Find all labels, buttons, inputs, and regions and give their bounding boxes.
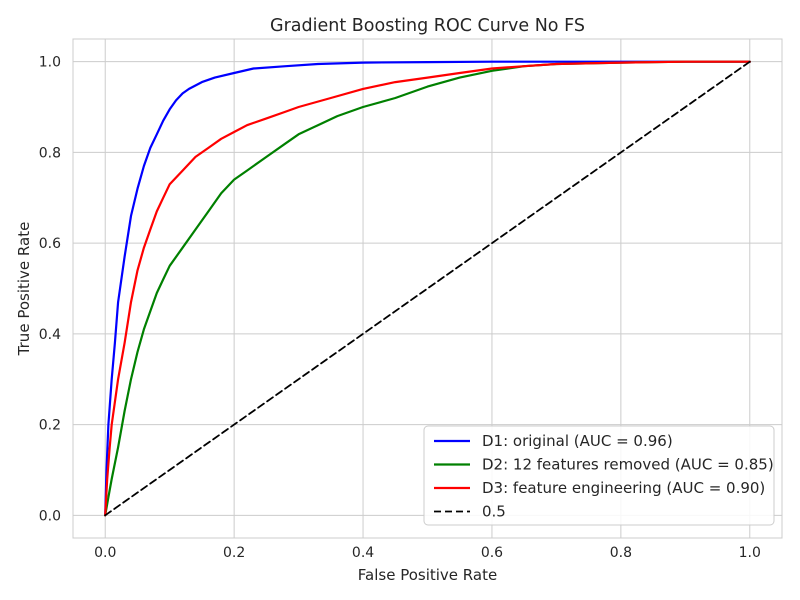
y-tick-labels: 0.0 0.2 0.4 0.6 0.8 1.0 xyxy=(39,55,61,525)
y-tick-label: 1.0 xyxy=(39,55,61,71)
x-tick-label: 1.0 xyxy=(739,545,761,561)
x-tick-label: 0.8 xyxy=(610,545,632,561)
chart-title: Gradient Boosting ROC Curve No FS xyxy=(270,16,585,36)
y-tick-label: 0.0 xyxy=(39,508,61,524)
y-axis-label: True Positive Rate xyxy=(15,222,33,357)
series-line-1 xyxy=(104,60,751,517)
y-tick-label: 0.2 xyxy=(39,418,61,434)
legend-label-2: D2: 12 features removed (AUC = 0.85) xyxy=(482,456,774,474)
x-tick-label: 0.4 xyxy=(352,545,374,561)
legend: D1: original (AUC = 0.96) D2: 12 features… xyxy=(423,425,775,526)
series-layer xyxy=(104,60,751,517)
series-line-3 xyxy=(104,60,751,517)
x-tick-label: 0.0 xyxy=(94,545,116,561)
x-tick-label: 0.2 xyxy=(223,545,245,561)
y-tick-label: 0.8 xyxy=(39,145,61,161)
legend-label-3: D3: feature engineering (AUC = 0.90) xyxy=(482,479,765,497)
legend-box xyxy=(423,425,775,526)
plot-frame xyxy=(72,38,783,539)
x-tick-labels: 0.0 0.2 0.4 0.6 0.8 1.0 xyxy=(94,545,761,561)
legend-label-1: D1: original (AUC = 0.96) xyxy=(482,432,673,450)
x-tick-label: 0.6 xyxy=(481,545,503,561)
x-axis-label: False Positive Rate xyxy=(358,566,497,584)
series-line-4 xyxy=(104,60,751,517)
legend-label-4: 0.5 xyxy=(482,503,506,521)
y-tick-label: 0.6 xyxy=(39,236,61,252)
y-tick-label: 0.4 xyxy=(39,327,61,343)
series-line-2 xyxy=(104,60,751,517)
